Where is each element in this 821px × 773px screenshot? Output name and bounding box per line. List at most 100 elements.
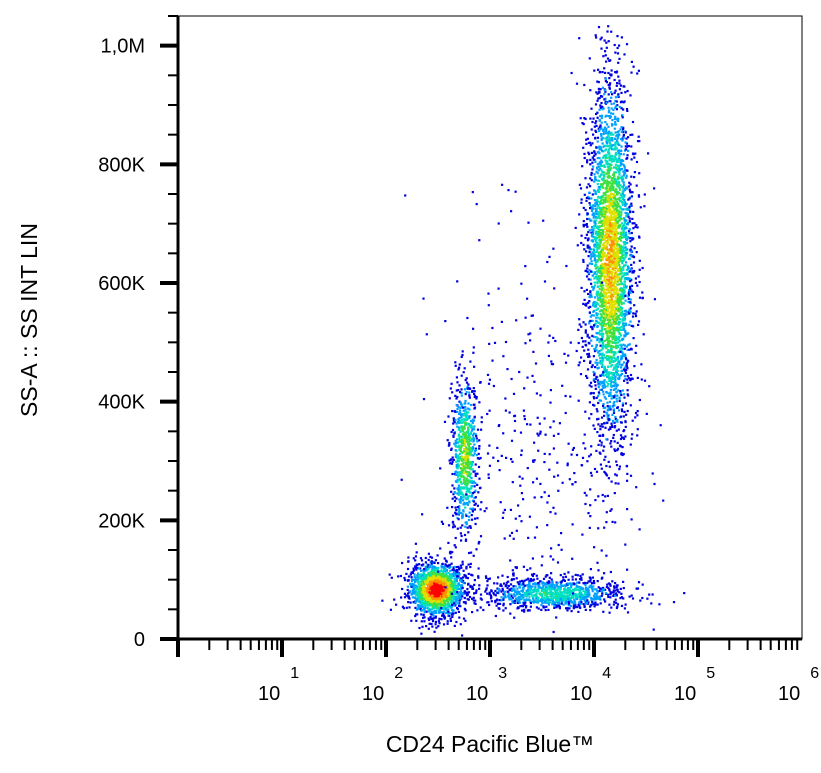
event-dot bbox=[599, 353, 602, 356]
event-dot bbox=[602, 274, 605, 278]
event-dot bbox=[599, 293, 602, 296]
event-dot bbox=[600, 441, 603, 444]
event-dot bbox=[587, 348, 590, 351]
event-dot bbox=[596, 269, 599, 272]
event-dot bbox=[595, 36, 598, 39]
event-dot bbox=[464, 414, 467, 417]
event-dot bbox=[609, 225, 612, 228]
event-dot bbox=[603, 98, 606, 101]
event-dot bbox=[596, 260, 599, 263]
event-dot bbox=[616, 232, 619, 235]
event-dot bbox=[473, 443, 476, 446]
event-dot bbox=[595, 331, 598, 335]
event-dot bbox=[476, 517, 479, 520]
event-dot bbox=[617, 164, 620, 167]
event-dot bbox=[617, 205, 621, 208]
event-dot bbox=[590, 365, 593, 369]
event-dot bbox=[443, 600, 446, 603]
event-dot bbox=[472, 327, 475, 330]
event-dot bbox=[631, 222, 634, 225]
event-dot bbox=[426, 595, 429, 598]
event-dot bbox=[585, 302, 588, 305]
event-dot bbox=[467, 591, 471, 594]
event-dot bbox=[446, 620, 449, 623]
event-dot bbox=[583, 248, 586, 251]
event-dot bbox=[621, 310, 624, 313]
event-dot bbox=[588, 250, 591, 254]
event-dot bbox=[596, 140, 599, 143]
event-dot bbox=[401, 605, 404, 608]
event-dot bbox=[623, 353, 627, 356]
event-dot bbox=[442, 607, 445, 611]
event-dot bbox=[455, 587, 458, 591]
event-dot bbox=[469, 565, 472, 569]
event-dot bbox=[451, 615, 454, 618]
event-dot bbox=[410, 576, 413, 579]
event-dot bbox=[620, 436, 624, 439]
event-dot bbox=[629, 133, 632, 136]
event-dot bbox=[619, 347, 622, 350]
event-dot bbox=[447, 587, 450, 590]
event-dot bbox=[468, 479, 471, 482]
event-dot bbox=[467, 531, 470, 534]
event-dot bbox=[606, 200, 609, 204]
event-dot bbox=[438, 587, 441, 590]
event-dot bbox=[607, 71, 610, 75]
event-dot bbox=[454, 596, 457, 599]
event-dot bbox=[588, 384, 591, 387]
event-dot bbox=[612, 402, 615, 405]
event-dot bbox=[443, 596, 447, 599]
event-dot bbox=[600, 380, 603, 384]
event-dot bbox=[437, 620, 440, 623]
event-dot bbox=[618, 186, 621, 190]
event-dot bbox=[618, 363, 621, 366]
event-dot bbox=[601, 137, 604, 140]
event-dot bbox=[610, 239, 613, 242]
event-dot bbox=[454, 611, 457, 614]
event-dot bbox=[463, 367, 466, 370]
event-dot bbox=[466, 452, 469, 456]
event-dot bbox=[473, 365, 476, 368]
event-dot bbox=[595, 319, 598, 322]
event-dot bbox=[618, 79, 621, 82]
event-dot bbox=[611, 424, 614, 427]
event-dot bbox=[614, 232, 617, 235]
event-dot bbox=[455, 586, 458, 589]
event-dot bbox=[446, 582, 449, 585]
event-dot bbox=[437, 607, 440, 610]
event-dot bbox=[459, 450, 462, 453]
event-dot bbox=[415, 613, 418, 616]
event-dot bbox=[594, 176, 597, 180]
event-dot bbox=[466, 449, 469, 452]
event-dot bbox=[588, 197, 591, 200]
event-dot bbox=[455, 403, 458, 407]
event-dot bbox=[426, 565, 429, 569]
event-dot bbox=[604, 426, 607, 429]
event-dot bbox=[607, 477, 610, 480]
event-dot bbox=[604, 156, 607, 159]
event-dot bbox=[431, 587, 434, 590]
event-dot bbox=[451, 594, 455, 597]
event-dot bbox=[451, 391, 454, 394]
event-dot bbox=[603, 410, 606, 413]
event-dot bbox=[618, 264, 621, 267]
event-dot bbox=[612, 287, 615, 290]
event-dot bbox=[421, 574, 424, 577]
event-dot bbox=[602, 251, 605, 254]
event-dot bbox=[443, 574, 446, 577]
event-dot bbox=[464, 393, 467, 396]
event-dot bbox=[432, 617, 435, 620]
event-dot bbox=[432, 600, 435, 603]
event-dot bbox=[609, 427, 612, 430]
event-dot bbox=[609, 142, 612, 145]
event-dot bbox=[428, 604, 431, 607]
event-dot bbox=[597, 81, 600, 84]
event-dot bbox=[449, 588, 452, 591]
event-dot bbox=[620, 272, 623, 275]
event-dot bbox=[613, 43, 616, 47]
event-dot bbox=[422, 616, 425, 619]
event-dot bbox=[600, 214, 603, 217]
event-dot bbox=[424, 561, 427, 564]
event-dot bbox=[626, 267, 630, 270]
event-dot bbox=[424, 603, 427, 606]
